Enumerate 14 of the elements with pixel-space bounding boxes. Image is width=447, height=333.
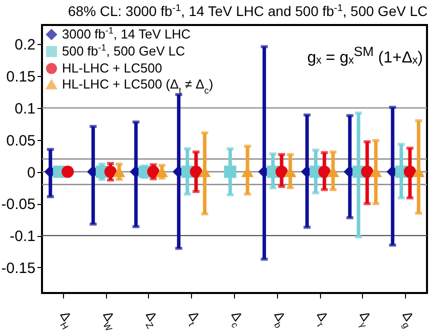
y-tick-label: 0.2 (14, 36, 36, 54)
y-tick-label: -0.15 (1, 260, 36, 277)
legend-label: 3000 fb$^{-1}$, 14 TeV LHC (62, 26, 191, 42)
chart-title: 68% CL: 3000 fb$^{-1}$, 14 TeV LHC and 500 fb$^{-1}$, 500 GeV LC (68, 2, 428, 19)
y-tick-label: -0.05 (1, 196, 36, 214)
legend-label: HL-LHC + LC500 (Δ$_{t}$ ≠ Δ$_{c}$) (62, 76, 214, 96)
legend-label: 500 fb$^{-1}$, 500 GeV LC (62, 42, 186, 58)
y-tick-label: 0.05 (6, 132, 36, 150)
y-tick-label: 0.15 (6, 68, 36, 86)
y-tick-label: -0.1 (10, 228, 36, 246)
annotation: gₓ = gₓ$^{SM}$ (1+Δₓ) (307, 44, 423, 68)
y-tick-label: 0.1 (14, 100, 36, 118)
legend-label: HL-LHC + LC500 (62, 60, 162, 76)
y-tick-label: 0 (27, 164, 36, 182)
